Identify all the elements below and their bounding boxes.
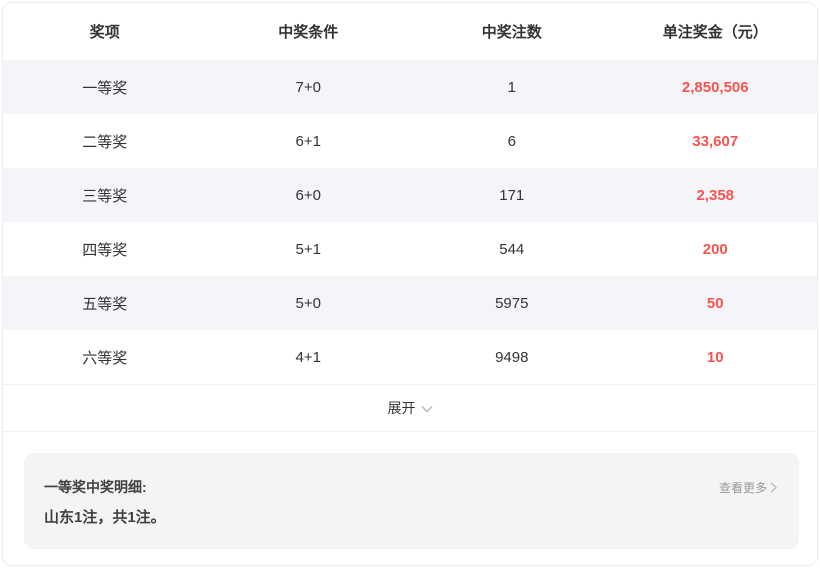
prize-tier-cell: 六等奖 [82, 349, 128, 367]
prize-tier-cell: 五等奖 [82, 295, 128, 313]
header-prize-amount: 单注奖金（元） [662, 24, 768, 41]
view-more-link[interactable]: 查看更多 [719, 479, 777, 496]
win-condition-cell: 6+1 [295, 132, 321, 150]
prize-tier-cell: 四等奖 [82, 241, 128, 259]
win-count-cell: 9498 [495, 348, 529, 366]
table-row: 三等奖 6+0 171 2,358 [3, 168, 817, 222]
detail-panel-title: 一等奖中奖明细: [44, 479, 147, 495]
table-header-row: 奖项 中奖条件 中奖注数 单注奖金（元） [3, 3, 817, 60]
win-count-cell: 544 [499, 240, 525, 258]
table-row: 二等奖 6+1 6 33,607 [3, 114, 817, 168]
win-count-cell: 6 [507, 132, 516, 150]
win-count-cell: 1 [507, 78, 516, 96]
prize-amount-cell: 33,607 [692, 132, 739, 150]
win-condition-cell: 4+1 [295, 348, 321, 366]
prize-tier-cell: 三等奖 [82, 187, 128, 205]
win-condition-cell: 5+0 [295, 294, 321, 312]
prize-amount-cell: 2,850,506 [681, 78, 749, 96]
expand-label: 展开 [387, 400, 416, 416]
expand-button[interactable]: 展开 [3, 384, 817, 432]
prize-tier-cell: 二等奖 [82, 133, 128, 151]
header-win-condition: 中奖条件 [278, 24, 339, 41]
table-row: 四等奖 5+1 544 200 [3, 222, 817, 276]
header-prize-tier: 奖项 [89, 24, 120, 41]
chevron-down-icon [421, 403, 433, 413]
win-condition-cell: 5+1 [295, 240, 321, 258]
view-more-label: 查看更多 [718, 480, 767, 495]
chevron-right-icon [770, 482, 777, 493]
prize-amount-cell: 10 [706, 348, 724, 366]
first-prize-detail-panel: 一等奖中奖明细: 查看更多 山东1注，共1注。 [24, 453, 799, 549]
table-row: 六等奖 4+1 9498 10 [3, 330, 817, 384]
win-condition-cell: 6+0 [295, 186, 321, 204]
prize-amount-cell: 2,358 [696, 186, 735, 204]
header-win-count: 中奖注数 [481, 24, 542, 41]
win-condition-cell: 7+0 [295, 78, 321, 96]
prize-amount-cell: 50 [706, 294, 724, 312]
prize-amount-cell: 200 [702, 240, 728, 258]
win-count-cell: 171 [499, 186, 525, 204]
prize-tier-cell: 一等奖 [82, 79, 128, 97]
detail-panel-content: 山东1注，共1注。 [44, 509, 166, 526]
win-count-cell: 5975 [495, 294, 529, 312]
table-row: 一等奖 7+0 1 2,850,506 [3, 60, 817, 114]
table-row: 五等奖 5+0 5975 50 [3, 276, 817, 330]
